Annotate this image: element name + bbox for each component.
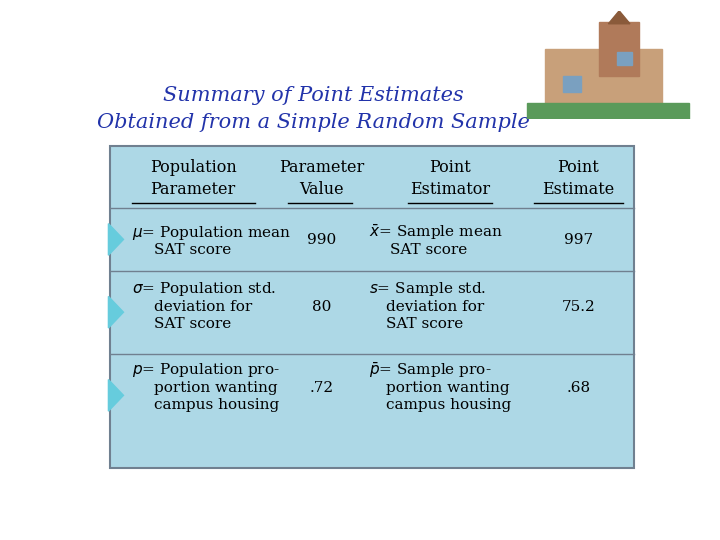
Text: $\bar{p}$= Sample pro-: $\bar{p}$= Sample pro- [369, 361, 492, 380]
Text: 997: 997 [564, 233, 593, 247]
Text: $\sigma$= Population std.: $\sigma$= Population std. [132, 280, 276, 298]
Text: Point
Estimate: Point Estimate [542, 159, 614, 198]
Text: Parameter
Value: Parameter Value [279, 159, 364, 198]
Polygon shape [109, 224, 124, 255]
Text: Summary of Point Estimates: Summary of Point Estimates [163, 86, 464, 105]
Text: .72: .72 [310, 381, 333, 395]
Text: 80: 80 [312, 300, 331, 314]
Text: $s$= Sample std.: $s$= Sample std. [369, 280, 486, 298]
Text: Point
Estimator: Point Estimator [410, 159, 490, 198]
Bar [563, 76, 582, 92]
FancyBboxPatch shape [109, 146, 634, 468]
Text: deviation for: deviation for [386, 300, 484, 314]
Text: $\mu$= Population mean: $\mu$= Population mean [132, 224, 292, 242]
Text: campus housing: campus housing [154, 399, 279, 413]
Bar [546, 49, 662, 108]
Text: Population
Parameter: Population Parameter [150, 159, 237, 198]
Text: campus housing: campus housing [386, 399, 511, 413]
Text: SAT score: SAT score [154, 243, 231, 257]
Text: portion wanting: portion wanting [154, 381, 278, 395]
Text: SAT score: SAT score [386, 318, 463, 331]
Text: $\bar{x}$= Sample mean: $\bar{x}$= Sample mean [369, 223, 503, 242]
Polygon shape [608, 11, 630, 24]
Text: 990: 990 [307, 233, 336, 247]
Text: .68: .68 [566, 381, 590, 395]
Polygon shape [109, 380, 124, 411]
Text: Obtained from a Simple Random Sample: Obtained from a Simple Random Sample [96, 113, 530, 132]
Text: $p$= Population pro-: $p$= Population pro- [132, 361, 280, 380]
Text: SAT score: SAT score [390, 243, 467, 257]
Text: portion wanting: portion wanting [386, 381, 509, 395]
Bar [599, 22, 639, 76]
Bar [527, 103, 690, 119]
Text: deviation for: deviation for [154, 300, 253, 314]
Polygon shape [109, 296, 124, 328]
Text: 75.2: 75.2 [562, 300, 595, 314]
Text: SAT score: SAT score [154, 318, 231, 331]
Bar [618, 52, 632, 65]
